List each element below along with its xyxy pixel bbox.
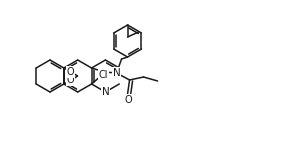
Text: N: N — [102, 87, 109, 97]
Text: Cl: Cl — [99, 70, 108, 80]
Text: N: N — [113, 68, 120, 78]
Text: O: O — [125, 95, 132, 105]
Text: O: O — [66, 75, 74, 85]
Text: O: O — [66, 67, 74, 77]
